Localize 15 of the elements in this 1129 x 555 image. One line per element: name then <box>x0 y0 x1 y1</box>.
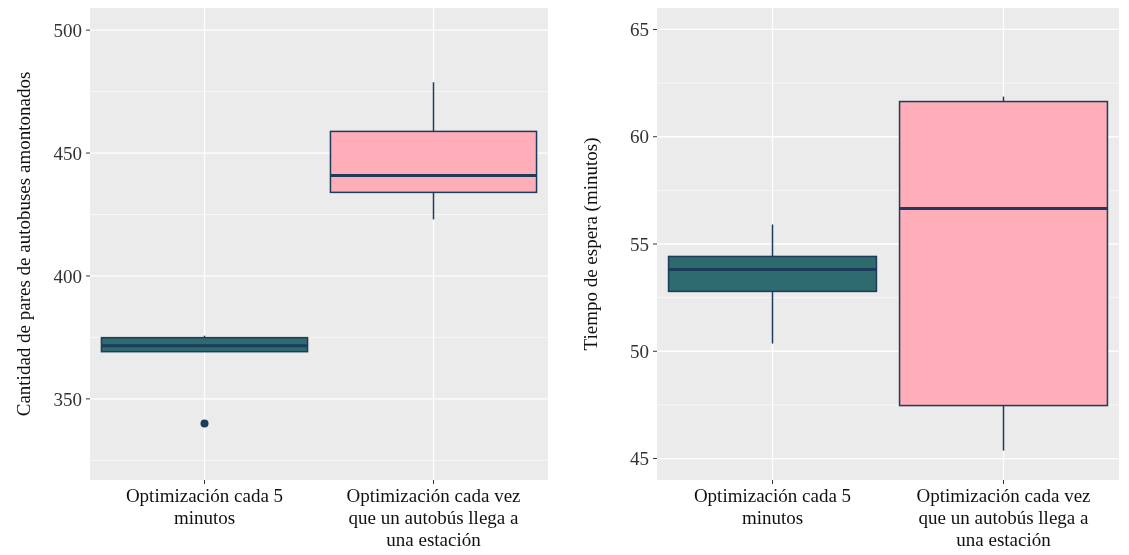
y-tick-label: 450 <box>53 142 82 164</box>
y-tick-label: 50 <box>630 340 649 362</box>
y-tick-label: 400 <box>53 265 82 287</box>
x-tick-label: Optimización cada vez que un autobús llega a una estación <box>916 485 1091 550</box>
y-tick-label: 55 <box>630 233 649 255</box>
y-tick-label: 60 <box>630 126 649 148</box>
x-tick-label: Optimización cada 5 minutos <box>125 485 284 528</box>
y-axis-title: Cantidad de pares de autobuses amontonados <box>13 71 34 417</box>
y-tick-label: 65 <box>630 19 649 41</box>
x-tick-label: Optimización cada 5 minutos <box>693 485 852 528</box>
y-tick-label: 500 <box>53 19 82 41</box>
y-axis-title: Tiempo de espera (minutos) <box>580 137 602 351</box>
y-tick-label: 45 <box>630 448 649 470</box>
x-tick-label: Optimización cada vez que un autobús llega a una estación <box>346 485 521 550</box>
y-tick-label: 350 <box>53 388 82 410</box>
